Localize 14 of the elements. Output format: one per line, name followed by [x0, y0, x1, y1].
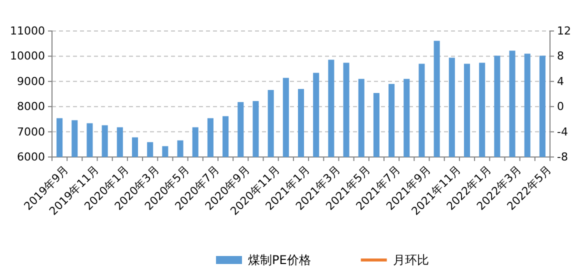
y2-tick-label: 12	[557, 24, 571, 38]
y2-tick-label: -8	[557, 150, 568, 164]
y-tick-label: 8000	[17, 100, 45, 114]
y-tick-label: 7000	[17, 125, 45, 138]
y2-tick-label: 8	[557, 50, 564, 63]
y-tick-label: 9000	[17, 74, 45, 88]
y2-tick-label: 0	[557, 100, 564, 114]
y-tick-label: 11000	[10, 24, 45, 38]
legend-label: 月环比	[392, 253, 429, 268]
y2-tick-label: 4	[557, 74, 564, 88]
y-tick-label: 10000	[10, 50, 45, 63]
legend-label: 煤制PE价格	[248, 253, 311, 268]
y2-tick-label: -4	[557, 125, 568, 138]
y-tick-label: 6000	[17, 150, 45, 164]
